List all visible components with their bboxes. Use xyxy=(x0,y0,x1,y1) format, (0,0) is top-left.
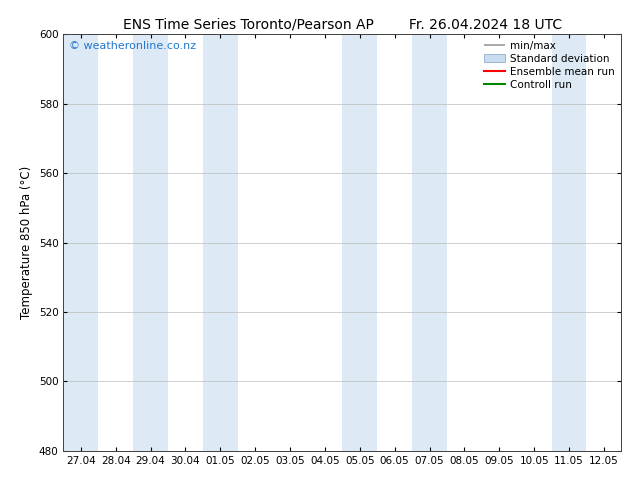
Y-axis label: Temperature 850 hPa (°C): Temperature 850 hPa (°C) xyxy=(20,166,33,319)
Bar xyxy=(412,34,447,451)
Text: © weatheronline.co.nz: © weatheronline.co.nz xyxy=(69,41,196,50)
Bar xyxy=(133,34,168,451)
Title: ENS Time Series Toronto/Pearson AP        Fr. 26.04.2024 18 UTC: ENS Time Series Toronto/Pearson AP Fr. 2… xyxy=(123,18,562,32)
Legend: min/max, Standard deviation, Ensemble mean run, Controll run: min/max, Standard deviation, Ensemble me… xyxy=(480,36,619,94)
Bar xyxy=(552,34,586,451)
Bar xyxy=(342,34,377,451)
Bar xyxy=(63,34,98,451)
Bar xyxy=(203,34,238,451)
